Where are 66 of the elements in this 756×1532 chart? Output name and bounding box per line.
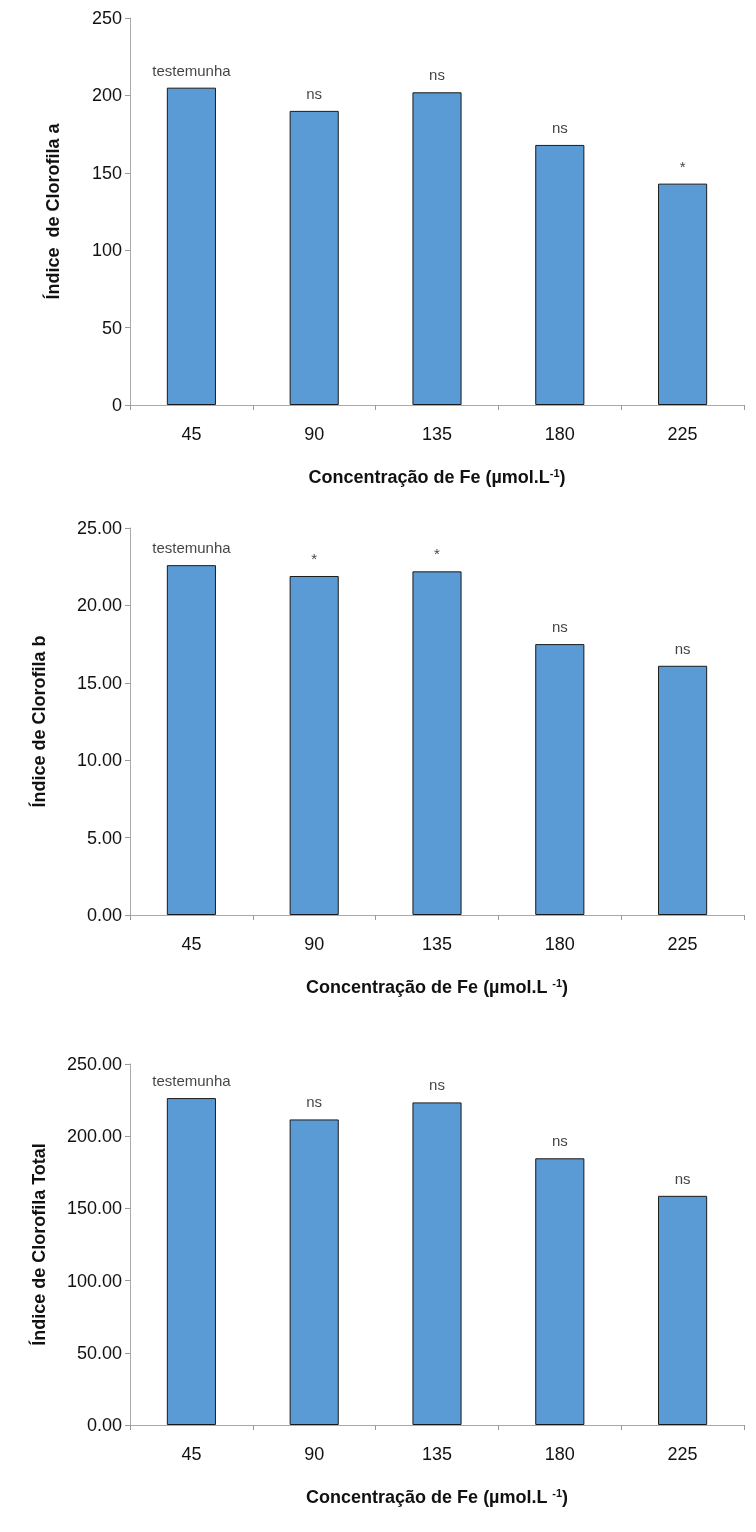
y-tick-label: 50.00	[76, 1342, 122, 1363]
y-tick-label: 15.00	[76, 672, 122, 693]
y-tick-label: 100	[91, 240, 122, 261]
y-tick-label: 100.00	[66, 1270, 122, 1291]
bar	[166, 565, 216, 915]
x-tick-label: 180	[544, 424, 575, 444]
annotation: *	[434, 545, 441, 563]
y-tick-label: 5.00	[86, 827, 122, 848]
y-tick-label: 200	[91, 85, 122, 106]
annotation: ns	[551, 1132, 568, 1150]
y-tick-label: 20.00	[76, 595, 122, 616]
y-tick-label: 200.00	[66, 1126, 122, 1147]
bar	[535, 144, 585, 405]
annotation: ns	[429, 1076, 445, 1094]
bar	[658, 665, 708, 915]
y-axis-title: Índice de Clorofila a	[42, 122, 63, 300]
annotation: ns	[551, 618, 568, 636]
x-tick-label: 180	[544, 934, 575, 954]
annotation: ns	[306, 1093, 323, 1111]
annotation: ns	[429, 66, 445, 84]
bar	[412, 92, 462, 405]
x-tick-label: 90	[304, 934, 325, 954]
x-tick-label: 225	[667, 934, 698, 954]
y-tick-label: 150	[91, 162, 122, 183]
y-axis-title: Índice de Clorofila Total	[28, 1143, 49, 1346]
bar	[412, 1102, 462, 1425]
x-tick-label: 45	[181, 424, 202, 444]
bar	[289, 1119, 339, 1425]
annotation: *	[679, 157, 686, 175]
x-tick-label: 225	[667, 1444, 698, 1464]
y-tick-label: 0	[111, 395, 122, 415]
x-tick-label: 90	[304, 1444, 325, 1464]
y-tick-label: 150.00	[66, 1198, 122, 1219]
y-tick-label: 25.00	[76, 518, 122, 538]
y-tick-label: 0.00	[86, 1415, 122, 1435]
x-tick-label: 90	[304, 424, 325, 444]
y-tick-label: 10.00	[76, 750, 122, 771]
bar	[166, 87, 216, 405]
annotation: ns	[306, 84, 323, 102]
x-tick-label: 180	[544, 1444, 575, 1464]
y-tick-label: 250.00	[66, 1054, 122, 1074]
y-tick-label: 0.00	[86, 905, 122, 925]
bar	[289, 575, 339, 915]
annotation: *	[311, 549, 318, 567]
bar	[658, 1195, 708, 1425]
x-tick-label: 45	[181, 1444, 202, 1464]
bar	[412, 571, 462, 915]
bar	[535, 644, 585, 915]
bar	[658, 183, 708, 405]
annotation: ns	[551, 118, 568, 136]
bar	[535, 1158, 585, 1425]
annotation: testemunha	[152, 1072, 232, 1090]
x-tick-label: 45	[181, 934, 202, 954]
annotation: ns	[674, 1169, 691, 1187]
x-tick-label: 135	[421, 424, 453, 444]
bar	[289, 110, 339, 405]
x-tick-label: 135	[421, 934, 453, 954]
annotation: testemunha	[152, 539, 232, 557]
x-tick-label: 135	[421, 1444, 453, 1464]
y-axis-title: Índice de Clorofila b	[28, 635, 49, 808]
bar	[166, 1098, 216, 1425]
y-tick-label: 50	[101, 317, 122, 338]
annotation: testemunha	[152, 61, 232, 79]
x-tick-label: 225	[667, 424, 698, 444]
y-tick-label: 250	[91, 8, 122, 28]
annotation: ns	[674, 639, 691, 657]
